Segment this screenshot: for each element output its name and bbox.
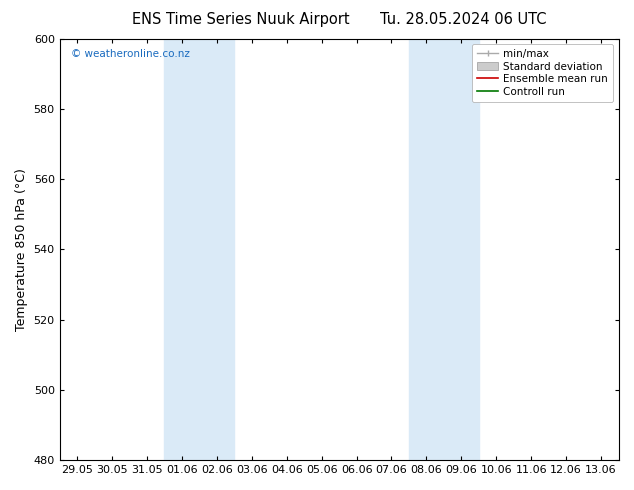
Text: ENS Time Series Nuuk Airport: ENS Time Series Nuuk Airport [132, 12, 350, 27]
Legend: min/max, Standard deviation, Ensemble mean run, Controll run: min/max, Standard deviation, Ensemble me… [472, 44, 613, 102]
Bar [409, 39, 479, 460]
Bar [164, 39, 235, 460]
Text: © weatheronline.co.nz: © weatheronline.co.nz [71, 49, 190, 59]
Text: Tu. 28.05.2024 06 UTC: Tu. 28.05.2024 06 UTC [380, 12, 546, 27]
Y-axis label: Temperature 850 hPa (°C): Temperature 850 hPa (°C) [15, 168, 28, 331]
